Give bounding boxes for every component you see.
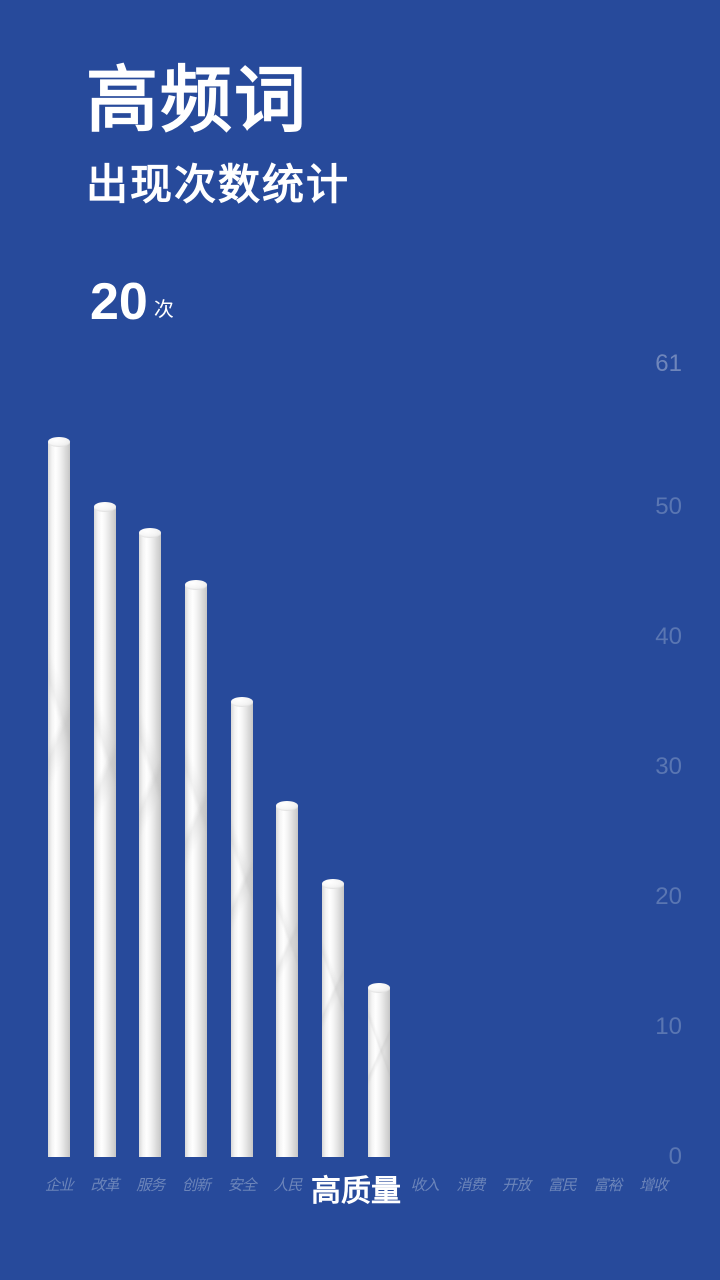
bar-cap [185,580,207,589]
bar-body [48,442,70,1157]
bar [185,585,207,1157]
bar-body [185,585,207,1157]
bar [322,884,344,1157]
title-main: 高频词 [86,62,350,141]
bar-cap [139,528,161,537]
bar [368,988,390,1157]
x-label: 开放 [502,1174,530,1195]
x-label: 改革 [91,1174,119,1195]
bar-body [231,702,253,1157]
x-label: 富民 [548,1174,576,1195]
counter: 20 次 [90,276,174,328]
x-label: 服务 [136,1174,164,1195]
bar-cap [276,801,298,810]
bar-body [276,806,298,1157]
x-label: 增收 [639,1174,667,1195]
title-sub: 出现次数统计 [86,151,350,212]
bar [48,442,70,1157]
bar [94,507,116,1157]
counter-value: 20 [90,276,148,328]
x-label: 收入 [411,1174,439,1195]
x-label: 人民 [273,1174,301,1195]
bar-body [322,884,344,1157]
x-axis: 企业改革服务创新安全人民收入消费开放富民富裕增收高质量 [36,1170,676,1210]
bar-cap [48,437,70,446]
bar-cap [322,879,344,888]
x-label: 创新 [182,1174,210,1195]
bar-body [94,507,116,1157]
bar-cap [94,502,116,511]
x-label: 富裕 [593,1174,621,1195]
bar-cap [231,697,253,706]
x-label: 消费 [456,1174,484,1195]
x-label: 企业 [45,1174,73,1195]
counter-unit: 次 [154,293,174,322]
bars-area [36,364,676,1157]
bar [139,533,161,1157]
bar [276,806,298,1157]
bar-cap [368,983,390,992]
title-block: 高频词 出现次数统计 [86,62,350,212]
x-highlight-label: 高质量 [311,1166,401,1210]
bar [231,702,253,1157]
bar-body [139,533,161,1157]
chart [36,364,676,1157]
bar-body [368,988,390,1157]
page: 高频词 出现次数统计 20 次 6150403020100 企业改革服务创新安全… [0,0,720,1280]
x-label: 安全 [228,1174,256,1195]
